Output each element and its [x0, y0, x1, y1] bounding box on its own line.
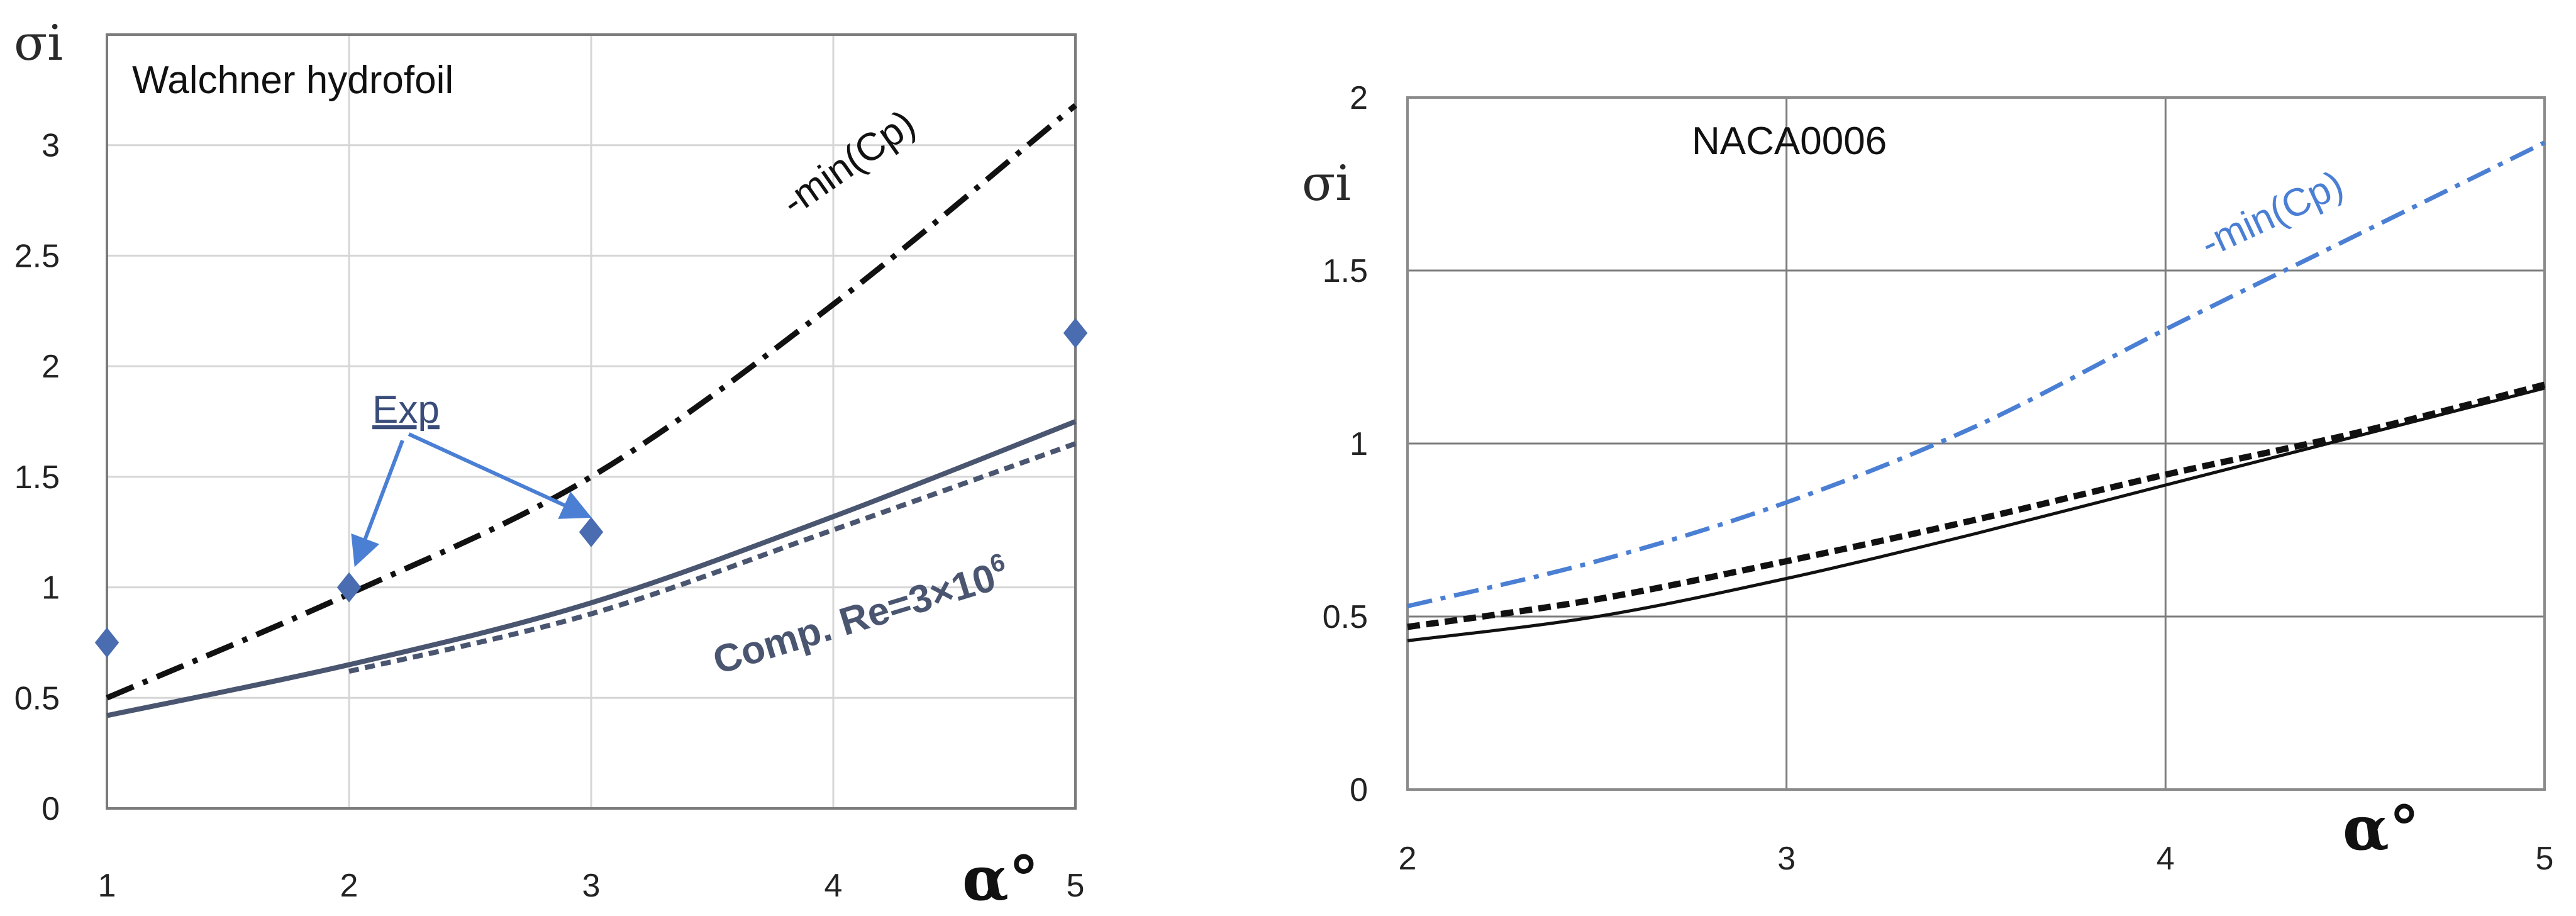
- walchner-y-tick-label: 2.5: [14, 238, 60, 274]
- walchner-x-tick-label: 3: [582, 868, 601, 904]
- walchner-y-tick-label: 1: [42, 570, 60, 606]
- walchner-exp-label: Exp: [372, 388, 440, 432]
- walchner-title: Walchner hydrofoil: [132, 59, 453, 102]
- walchner-y-axis-title: σi: [14, 15, 63, 72]
- naca0006-x-tick-label: 2: [1399, 841, 1417, 877]
- walchner-exp-point: [336, 572, 362, 603]
- walchner-y-tick-label: 0.5: [14, 680, 60, 717]
- naca0006-y-tick-label: 0.5: [1323, 599, 1368, 635]
- naca0006-y-tick-label: 1: [1350, 426, 1368, 462]
- naca0006-y-tick-label: 0: [1350, 772, 1368, 808]
- walchner-exp-arrow-right: [408, 432, 592, 519]
- naca0006-x-tick-label: 4: [2157, 841, 2175, 877]
- naca0006-x-tick-label: 3: [1777, 841, 1796, 877]
- naca0006-plot-frame: [1406, 96, 2546, 791]
- naca0006-series: [1407, 140, 2546, 642]
- naca0006-y-axis-title: σi: [1302, 155, 1351, 212]
- naca0006-series-dashed-line: [1407, 381, 2546, 630]
- walchner-grid: [107, 35, 1075, 808]
- naca0006-x-tick-label: 5: [2536, 841, 2554, 877]
- walchner-x-tick-label: 5: [1067, 868, 1085, 904]
- walchner-y-tick-label: 3: [42, 128, 60, 164]
- walchner-series: [94, 103, 1088, 718]
- naca0006-title: NACA0006: [1692, 120, 1887, 163]
- walchner-y-tick-label: 1.5: [14, 459, 60, 496]
- naca0006-y-tick-label: 1.5: [1323, 253, 1368, 289]
- walchner-series-dashdot-line: [106, 103, 1077, 701]
- naca0006-x-axis-title: α°: [2343, 793, 2419, 864]
- walchner-x-tick-label: 2: [340, 868, 358, 904]
- walchner-exp-arrow-left: [351, 439, 404, 567]
- naca0006-ticks: 0 0.5 1 1.5 2 2 3 4 5: [1323, 80, 2554, 877]
- naca0006-series-dashdot-line: [1407, 140, 2546, 608]
- naca0006-series-solid-line: [1407, 386, 2545, 642]
- walchner-y-tick-label: 2: [42, 349, 60, 385]
- walchner-series-dashed-line: [348, 441, 1077, 674]
- walchner-series-solid-line: [106, 419, 1077, 718]
- naca0006-y-tick-label: 2: [1350, 80, 1368, 116]
- walchner-exp-point: [579, 517, 604, 547]
- walchner-x-tick-label: 4: [824, 868, 843, 904]
- walchner-x-axis-title: α°: [962, 843, 1039, 914]
- walchner-exp-point: [94, 627, 119, 658]
- walchner-x-tick-label: 1: [98, 868, 116, 904]
- walchner-exp-point: [1063, 318, 1088, 349]
- walchner-ticks: 0 0.5 1 1.5 2 2.5 3 1 2 3 4 5: [14, 128, 1085, 904]
- walchner-y-tick-label: 0: [42, 791, 60, 827]
